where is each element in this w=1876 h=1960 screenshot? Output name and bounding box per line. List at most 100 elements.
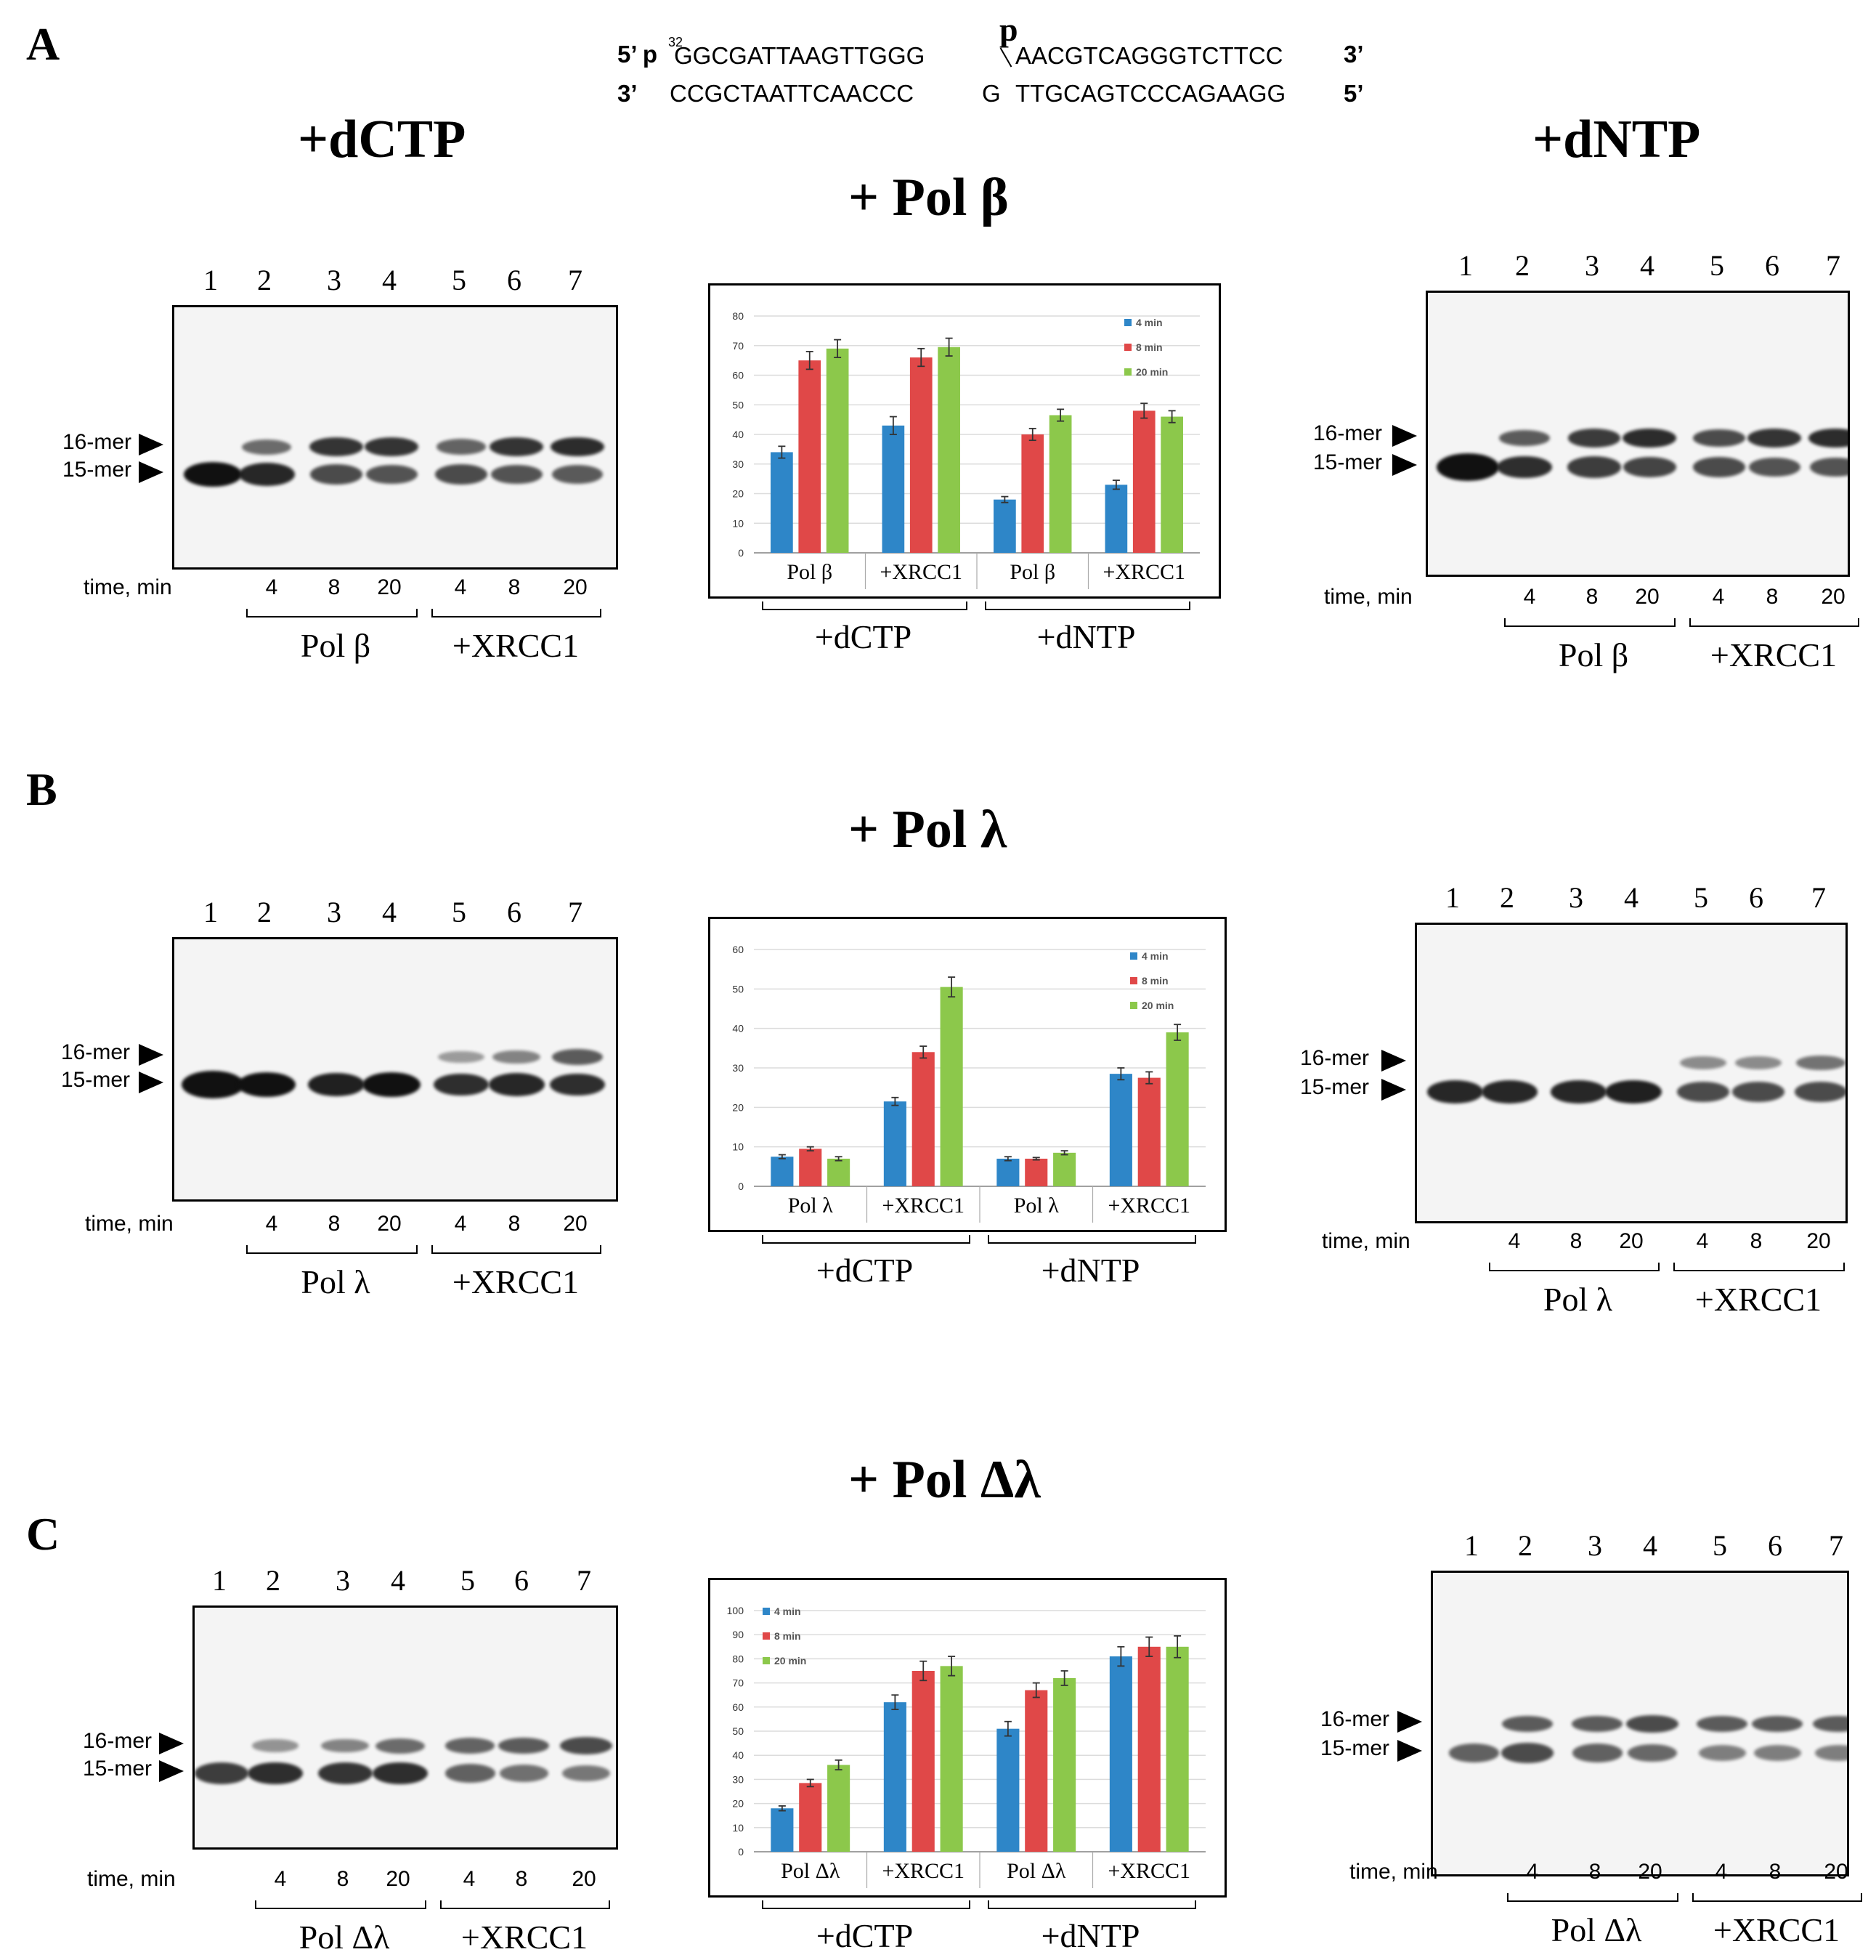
- bar: [799, 1783, 822, 1852]
- band-16mer: [560, 1737, 612, 1754]
- time-value: 8: [1766, 585, 1779, 609]
- bar: [1166, 1646, 1189, 1852]
- seq-p32: 32: [668, 35, 683, 49]
- band-16mer: [309, 437, 363, 456]
- legend-swatch: [1124, 319, 1132, 326]
- bar-chart-pol-beta-svg: 0 10 20 30 40 50 60 70 80 Pol β +XRCC1 Pol β +XRCC1 4…: [732, 310, 1200, 589]
- band-15mer: [238, 463, 295, 486]
- lane-number: 1: [212, 1564, 227, 1597]
- category-label: Pol λ: [1014, 1194, 1060, 1218]
- band-15mer: [317, 1762, 373, 1784]
- band-16mer: [1747, 429, 1801, 448]
- seq-bottom-g: G: [982, 80, 1001, 107]
- time-min-label: time, min: [1349, 1860, 1438, 1884]
- seq-top-5prime: 5’ p: [617, 41, 658, 68]
- time-value: 4: [265, 575, 278, 599]
- bar: [883, 1702, 906, 1852]
- category-label: Pol β: [787, 560, 832, 584]
- seq-bottom-3prime: 3’: [617, 80, 638, 107]
- band-16mer: [492, 1050, 540, 1064]
- band-16mer: [1567, 429, 1621, 448]
- band-16mer: [365, 437, 418, 456]
- band-16mer: [242, 439, 291, 455]
- marker-15mer-label: 15-mer: [1320, 1736, 1390, 1760]
- band-15mer: [1628, 1744, 1677, 1762]
- band-15mer: [373, 1762, 428, 1785]
- category-label: Pol Δλ: [1007, 1859, 1066, 1883]
- arrow-16mer: [139, 1044, 163, 1066]
- lane-number: 6: [507, 896, 521, 928]
- marker-15mer-label: 15-mer: [62, 458, 132, 482]
- bar: [883, 1101, 906, 1186]
- marker-15mer-label: 15-mer: [1300, 1075, 1370, 1099]
- band-16mer: [498, 1737, 549, 1754]
- title-pol-beta: + Pol β: [848, 168, 1009, 227]
- lane-number: 6: [514, 1564, 529, 1597]
- bracket-xrcc1: [431, 1245, 601, 1254]
- y-tick-label: 80: [732, 310, 744, 322]
- bar: [911, 1671, 935, 1852]
- band-15mer: [182, 1070, 244, 1099]
- y-tick-label: 30: [732, 1062, 744, 1074]
- legend-label: 8 min: [1136, 341, 1163, 353]
- lane-number: 5: [1694, 881, 1708, 914]
- lane-number: 3: [1588, 1529, 1602, 1562]
- category-label: +XRCC1: [882, 1194, 965, 1218]
- bar-chart-pol-beta: 0 10 20 30 40 50 60 70 80 Pol β +XRCC1 Pol β +XRCC1 4…: [708, 283, 1221, 599]
- band-16mer: [1796, 1055, 1845, 1071]
- band-16mer: [1752, 1715, 1803, 1733]
- title-pol-delta-lambda: + Pol Δλ: [848, 1450, 1041, 1510]
- bar: [940, 987, 963, 1186]
- band-16mer: [1679, 1056, 1727, 1070]
- time-value: 4: [1508, 1229, 1521, 1253]
- bar-chart-pol-lambda: 0 10 20 30 40 50 60 Pol λ +XRCC1 Pol λ +XRCC1 4 min…: [708, 917, 1227, 1232]
- bar: [771, 452, 793, 553]
- marker-16mer-label: 16-mer: [83, 1729, 153, 1753]
- band-15mer: [490, 464, 543, 485]
- category-label: Pol Δλ: [781, 1859, 840, 1883]
- band-15mer: [362, 1072, 421, 1097]
- marker-16mer-label: 16-mer: [1313, 421, 1383, 445]
- bracket-enzyme: [246, 1245, 418, 1254]
- category-label: +XRCC1: [880, 560, 962, 584]
- header-dntp: +dNTP: [1532, 110, 1701, 169]
- time-value: 8: [1769, 1860, 1782, 1884]
- bracket-xrcc1: [431, 609, 601, 617]
- gel-image-c-dntp: [1431, 1571, 1849, 1876]
- chart-group-label: +dCTP: [816, 1252, 914, 1289]
- group-label-enzyme: Pol β: [300, 627, 371, 664]
- lane-number: 1: [1458, 249, 1473, 282]
- band-16mer: [321, 1738, 369, 1753]
- lane-number: 6: [1749, 881, 1763, 914]
- time-value: 4: [274, 1867, 287, 1891]
- bracket-chart-group: [762, 602, 967, 610]
- y-tick-label: 30: [732, 458, 744, 470]
- bar: [994, 499, 1016, 553]
- time-value: 20: [1619, 1229, 1644, 1253]
- bracket-chart-group: [988, 1235, 1196, 1244]
- lane-number: 3: [336, 1564, 350, 1597]
- y-tick-label: 50: [732, 983, 744, 995]
- time-min-label: time, min: [87, 1867, 176, 1891]
- band-15mer: [195, 1762, 248, 1784]
- arrow-16mer: [1392, 425, 1417, 447]
- band-15mer: [1748, 457, 1800, 477]
- arrow-15mer: [139, 1072, 163, 1093]
- arrow-16mer: [1397, 1711, 1422, 1733]
- y-tick-label: 60: [732, 1701, 744, 1713]
- group-label-xrcc1: +XRCC1: [452, 1263, 580, 1300]
- marker-15mer-label: 15-mer: [61, 1068, 131, 1092]
- seq-top-right: AACGTCAGGGTCTTCC: [1015, 42, 1283, 69]
- lane-number: 7: [577, 1564, 591, 1597]
- band-15mer: [1732, 1082, 1784, 1102]
- time-value: 8: [1570, 1229, 1583, 1253]
- lane-number: 6: [1765, 249, 1779, 282]
- bar: [1109, 1656, 1132, 1852]
- bracket-xrcc1: [1673, 1263, 1845, 1271]
- category-label: Pol λ: [788, 1194, 834, 1218]
- chart-group-label: +dCTP: [814, 618, 912, 655]
- bar: [996, 1158, 1020, 1186]
- band-15mer: [444, 1764, 495, 1783]
- panel-letter-b: B: [26, 764, 57, 815]
- seq-bottom-right: TTGCAGTCCCAGAAGG: [1015, 80, 1286, 107]
